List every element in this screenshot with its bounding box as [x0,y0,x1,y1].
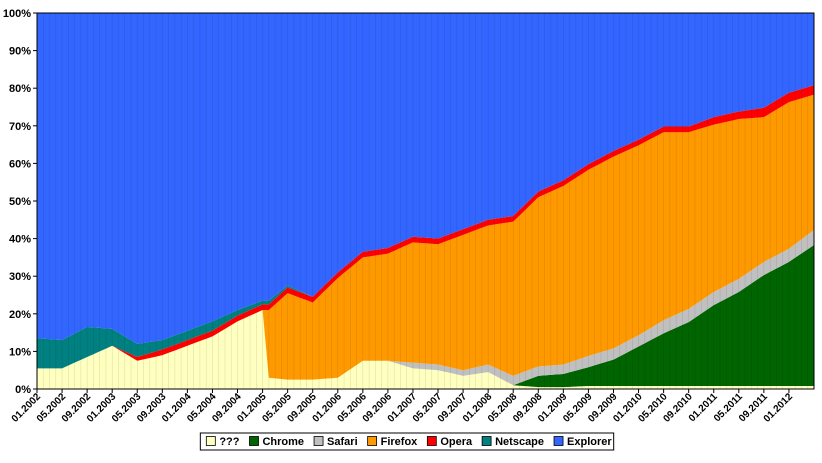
y-tick-label: 70% [9,121,31,133]
legend-swatch-chrome [249,436,259,446]
legend-box [199,432,615,451]
area-series-opera [37,85,814,369]
y-tick-label: 60% [9,158,31,170]
y-tick-label: 80% [9,83,31,95]
area-series-safari [37,229,814,386]
legend-swatch-netscape [481,436,492,446]
legend-label-netscape: Netscape [495,436,544,448]
y-tick-label: 40% [9,234,31,246]
y-tick-label: 10% [9,346,31,358]
y-tick-label: 20% [9,309,31,321]
area-series-chrome [37,244,814,388]
legend: ??? Chrome Safari Firefox Opera Netscape Explo… [199,432,615,451]
area-series-explorer [37,13,814,344]
legend-label-opera: Opera [440,436,473,448]
legend-swatch-opera [426,436,437,446]
legend-label-explorer: Explorer [567,436,612,448]
legend-label-safari: Safari [327,436,358,448]
y-tick-label: 50% [9,196,31,208]
x-tick-labels: 01.200205.200209.200201.200305.200309.20… [10,389,795,425]
area-series-netscape [37,85,814,369]
legend-swatch-safari [313,436,324,446]
legend-swatch-firefox [367,436,378,446]
area-series-unknown [37,310,814,389]
month-separator-lines [36,13,815,389]
area-series-layer [36,13,815,389]
legend-swatch-explorer [553,436,564,446]
legend-swatch-unknown [205,436,216,446]
y-tick-label: 100% [3,8,31,20]
y-tick-label: 30% [9,271,31,283]
legend-label-unknown: ??? [219,436,239,448]
legend-label-firefox: Firefox [381,436,419,448]
y-tick-label: 0% [15,384,31,396]
y-tick-label: 90% [9,46,31,58]
area-series-firefox [37,94,814,380]
y-tick-labels: 0% 10% 20% 30% 40% 50% 60% 70% 80% 90% 100% [3,8,37,396]
legend-label-chrome: Chrome [262,436,304,448]
